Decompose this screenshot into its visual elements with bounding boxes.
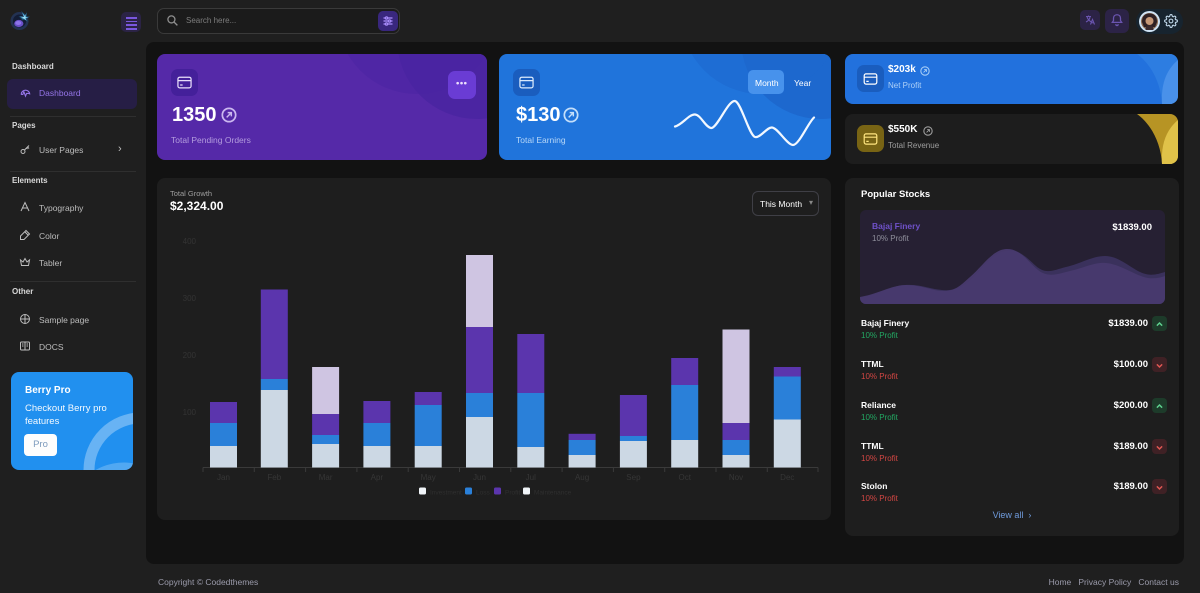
svg-text:Sep: Sep [626,473,641,482]
svg-text:Dec: Dec [780,473,794,482]
svg-text:Apr: Apr [371,473,384,482]
svg-text:Investment: Investment [430,490,462,497]
svg-text:Nov: Nov [729,473,743,482]
svg-text:300: 300 [183,294,197,303]
svg-text:Feb: Feb [267,473,281,482]
svg-text:Mar: Mar [319,473,333,482]
svg-text:Jan: Jan [217,473,230,482]
svg-text:Jun: Jun [473,473,486,482]
svg-text:May: May [421,473,436,482]
svg-text:Jul: Jul [526,473,536,482]
svg-text:Oct: Oct [678,473,691,482]
svg-text:Aug: Aug [575,473,589,482]
svg-text:Maintenance: Maintenance [534,490,572,497]
svg-text:Loss: Loss [476,490,490,497]
svg-text:100: 100 [183,408,197,417]
svg-text:400: 400 [183,237,197,246]
svg-text:Profit: Profit [505,490,520,497]
svg-text:200: 200 [183,351,197,360]
